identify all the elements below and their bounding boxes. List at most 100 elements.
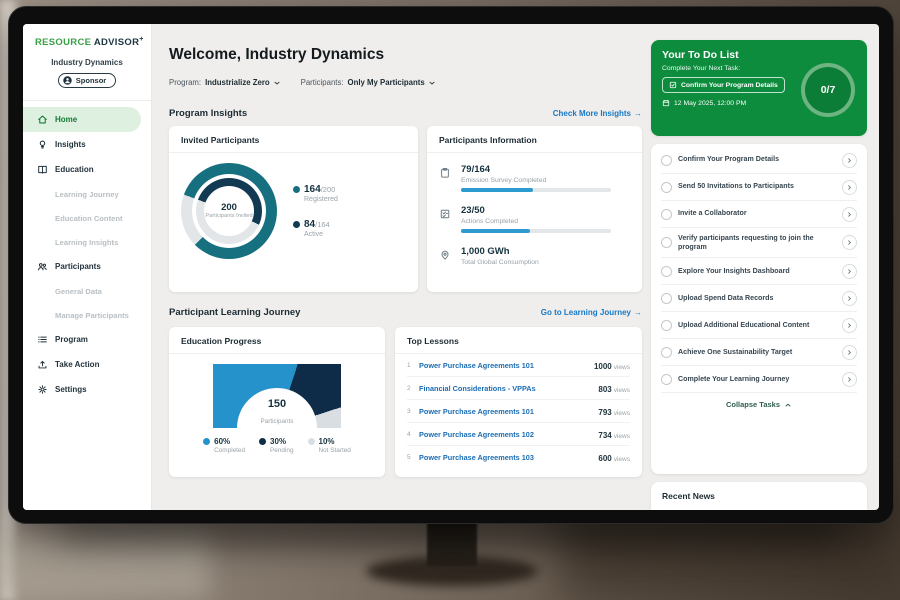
app-logo: RESOURCE ADVISOR+ — [23, 24, 151, 48]
sidebar-item-label: Settings — [55, 385, 87, 395]
logo-plus: + — [139, 36, 144, 43]
next-task-chip[interactable]: Confirm Your Program Details — [662, 77, 785, 93]
todo-progress-value: 0/7 — [820, 84, 836, 96]
task-row[interactable]: Send 50 Invitations to Participants — [661, 174, 857, 201]
sidebar-subitem-label: Education Content — [55, 213, 123, 223]
card-title: Invited Participants — [181, 135, 260, 145]
calendar-icon — [662, 99, 670, 107]
participants-value: Only My Participants — [347, 78, 425, 87]
chevron-right-icon[interactable] — [842, 290, 857, 306]
legend-label: Registered — [304, 196, 338, 203]
lesson-link[interactable]: Power Purchase Agreements 102 — [419, 429, 534, 439]
org-name: Industry Dynamics — [51, 58, 123, 68]
lesson-link[interactable]: Power Purchase Agreements 103 — [419, 452, 534, 462]
chevron-down-icon — [274, 81, 280, 85]
collapse-tasks-button[interactable]: Collapse Tasks — [661, 393, 857, 409]
sidebar-item-education[interactable]: Education — [23, 157, 151, 182]
lesson-link[interactable]: Power Purchase Agreements 101 — [419, 360, 534, 370]
chevron-right-icon[interactable] — [842, 317, 857, 333]
lesson-row[interactable]: 4 Power Purchase Agreements 102 734 views — [407, 423, 630, 446]
sidebar-item-manage-participants[interactable]: Manage Participants — [23, 303, 151, 327]
gauge-center: 150 Participants — [213, 398, 341, 428]
chevron-right-icon[interactable] — [842, 235, 857, 251]
chevron-right-icon[interactable] — [842, 179, 857, 195]
check-more-insights-link[interactable]: Check More Insights → — [553, 109, 642, 118]
legend-value: 30% — [270, 437, 287, 446]
program-dropdown[interactable]: Program: Industrialize Zero — [169, 78, 281, 87]
sidebar-item-insights[interactable]: Insights — [23, 132, 151, 157]
task-status-circle[interactable] — [661, 265, 672, 277]
task-status-circle[interactable] — [661, 373, 672, 385]
due-date-row: 12 May 2025, 12:00 PM — [662, 99, 856, 107]
legend-dot-completed — [203, 438, 211, 445]
chevron-right-icon[interactable] — [842, 152, 857, 168]
divider — [395, 353, 642, 354]
sponsor-badge[interactable]: Sponsor — [57, 73, 117, 89]
lesson-rank: 5 — [407, 453, 411, 461]
chevron-right-icon[interactable] — [842, 263, 857, 279]
sidebar-item-participants[interactable]: Participants — [23, 254, 151, 279]
info-row-consumption: 1,000 GWh Total Global Consumption — [439, 246, 630, 266]
sidebar-item-take-action[interactable]: Take Action — [23, 352, 151, 377]
lesson-row[interactable]: 2 Financial Considerations - VPPAs 803 vi… — [407, 377, 630, 400]
task-status-circle[interactable] — [661, 154, 672, 166]
lesson-views: 793 views — [598, 408, 630, 417]
recent-news-card: Recent News — [651, 482, 867, 510]
todo-subtitle: Complete Your Next Task: — [662, 65, 741, 72]
sidebar-item-home[interactable]: Home — [23, 107, 141, 133]
task-row[interactable]: Upload Additional Educational Content — [661, 312, 857, 340]
task-row[interactable]: Explore Your Insights Dashboard — [661, 258, 857, 286]
donut-legend: 164 /200 Registered 84 /164 Active — [293, 184, 338, 238]
task-row[interactable]: Complete Your Learning Journey — [661, 366, 857, 394]
task-status-circle[interactable] — [661, 181, 672, 193]
arrow-right-icon: → — [634, 109, 642, 118]
sidebar-item-label: Home — [55, 115, 78, 125]
lesson-link[interactable]: Power Purchase Agreements 101 — [419, 406, 534, 416]
sidebar-item-learning-journey[interactable]: Learning Journey — [23, 182, 151, 206]
task-status-circle[interactable] — [661, 319, 672, 331]
chevron-down-icon — [429, 81, 435, 85]
checklist-icon — [439, 205, 453, 233]
lesson-rank: 4 — [407, 430, 411, 438]
chevron-right-icon[interactable] — [842, 206, 857, 222]
task-label: Upload Additional Educational Content — [678, 320, 810, 329]
todo-progress-ring: 0/7 — [801, 63, 855, 117]
task-status-circle[interactable] — [661, 292, 672, 304]
task-status-circle[interactable] — [661, 208, 672, 220]
section-title: Participant Learning Journey — [169, 307, 301, 318]
sidebar-item-general-data[interactable]: General Data — [23, 279, 151, 303]
lesson-link[interactable]: Financial Considerations - VPPAs — [419, 383, 536, 393]
link-label: Check More Insights — [552, 109, 631, 118]
lesson-row[interactable]: 1 Power Purchase Agreements 101 1000 view… — [407, 354, 630, 377]
sponsor-person-icon — [63, 76, 72, 85]
sidebar-item-settings[interactable]: Settings — [23, 377, 151, 402]
program-insights-header: Program Insights Check More Insights → — [169, 108, 642, 119]
legend-total: /164 — [315, 220, 330, 229]
task-row[interactable]: Confirm Your Program Details — [661, 147, 857, 174]
info-label: Actions Completed — [461, 218, 519, 225]
task-row[interactable]: Upload Spend Data Records — [661, 285, 857, 313]
task-status-circle[interactable] — [661, 237, 672, 249]
next-task-label: Confirm Your Program Details — [681, 81, 778, 89]
invited-donut-ring-outer: 200 Participants Invited — [181, 163, 277, 259]
participants-dropdown[interactable]: Participants: Only My Participants — [301, 78, 436, 87]
chevron-right-icon[interactable] — [842, 371, 857, 387]
sidebar-item-learning-insights[interactable]: Learning Insights — [23, 230, 151, 254]
task-row[interactable]: Achieve One Sustainability Target — [661, 339, 857, 367]
monitor-bezel: RESOURCE ADVISOR+ Industry Dynamics Spon… — [8, 6, 894, 524]
card-title: Education Progress — [181, 336, 262, 346]
task-status-circle[interactable] — [661, 346, 672, 358]
gauge-legend: 60% Completed 30% Pending 10% Not Starte… — [181, 437, 373, 454]
task-row[interactable]: Verify participants requesting to join t… — [661, 228, 857, 259]
lesson-row[interactable]: 3 Power Purchase Agreements 101 793 views — [407, 400, 630, 423]
chevron-right-icon[interactable] — [842, 344, 857, 360]
filter-bar: Program: Industrialize Zero Participants… — [169, 78, 456, 87]
task-row[interactable]: Invite a Collaborator — [661, 201, 857, 228]
go-to-learning-journey-link[interactable]: Go to Learning Journey → — [541, 308, 642, 317]
sidebar: RESOURCE ADVISOR+ Industry Dynamics Spon… — [23, 24, 152, 510]
gear-icon — [38, 385, 47, 394]
sidebar-item-education-content[interactable]: Education Content — [23, 206, 151, 230]
link-label: Go to Learning Journey — [540, 308, 631, 317]
sidebar-item-program[interactable]: Program — [23, 327, 151, 352]
lesson-row[interactable]: 5 Power Purchase Agreements 103 600 views — [407, 446, 630, 468]
